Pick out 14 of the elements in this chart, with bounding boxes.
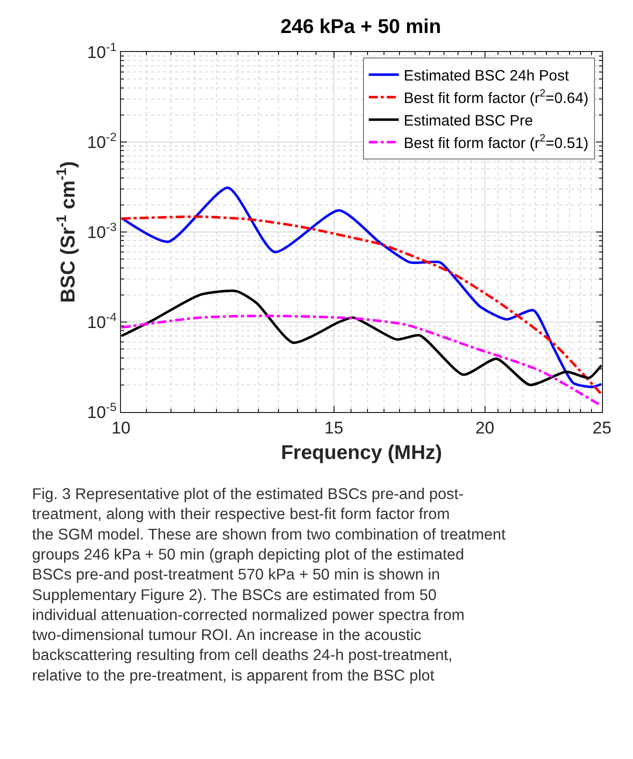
legend-label: Best fit form factor (r$^{2}$=0.64): [404, 88, 588, 107]
y-tick-label: 10$^{-1}$: [87, 40, 117, 62]
x-tick-label: 25: [592, 418, 612, 438]
legend-label: Estimated BSC 24h Post: [404, 68, 570, 84]
x-tick-label: 15: [324, 418, 344, 438]
chart-title: 246 kPa + 50 min: [280, 16, 442, 38]
x-axis-title: Frequency (MHz): [280, 442, 442, 464]
x-tick-label: 20: [475, 418, 494, 438]
legend-label: Estimated BSC Pre: [404, 112, 534, 130]
text: Fig. 3 Representative plot of the estimated BSCs pre-and post-treatment, along with their respective best-fit form factor from the SGM model. These are shown from two combination of treatment groups 246 kPa + 50 min (graph depicting plot of the estimated BSCs pre-and post-treatment 570 kPa + 50 min is shown in Supplementary Figure 2). The BSCs are estimated from 50 individual attenuation-corrected normalized power spectra from two-dimensional tumour ROI. An increase in the acoustic backscattering resulting from cell deaths 24-h post-treatment, relative to the pre-treatment, is apparent from the BSC plot: [32, 486, 506, 684]
y-tick-label: 10$^{-3}$: [87, 220, 117, 242]
legend-label: Best fit form factor (r$^{2}$=0.51): [404, 132, 588, 152]
y-tick-label: 10$^{-2}$: [87, 130, 117, 152]
y-tick-label: 10$^{-4}$: [87, 310, 117, 332]
